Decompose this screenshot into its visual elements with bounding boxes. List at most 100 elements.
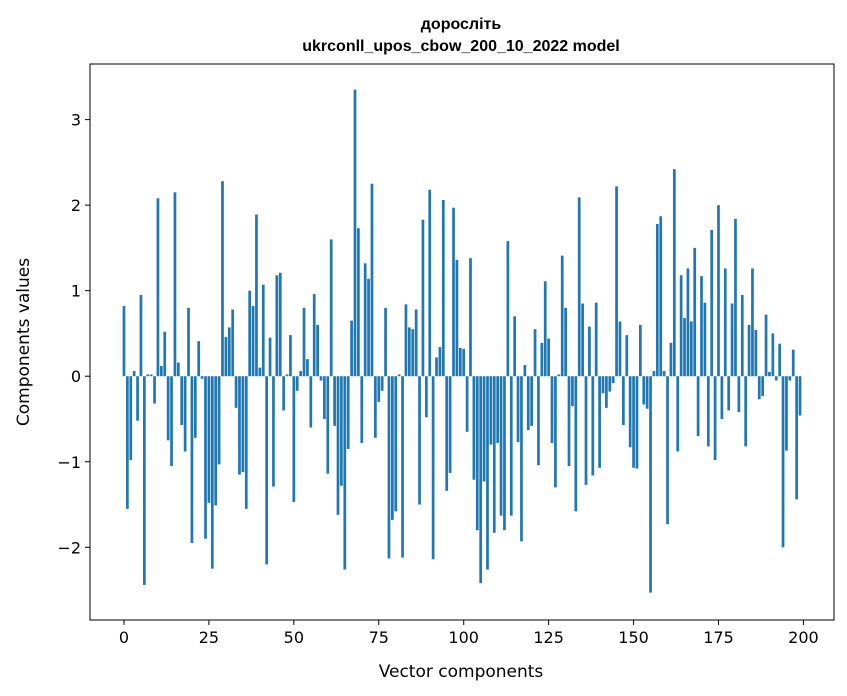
bar-90 — [428, 189, 432, 377]
bar-66 — [346, 376, 350, 449]
x-tick-label: 50 — [284, 628, 304, 647]
bar-198 — [795, 376, 798, 500]
bar-102 — [469, 258, 472, 377]
bar-48 — [285, 374, 289, 377]
bar-89 — [424, 376, 428, 418]
bar-72 — [367, 278, 370, 377]
plot-frame — [89, 63, 835, 621]
y-tick-label: 0 — [71, 367, 81, 386]
bar-107 — [486, 376, 489, 570]
bar-151 — [635, 376, 639, 469]
bar-156 — [652, 371, 656, 377]
bar-132 — [571, 376, 574, 407]
chart-title: доросліть — [421, 16, 502, 33]
bar-57 — [316, 324, 319, 377]
bar-62 — [333, 376, 336, 426]
bar-53 — [302, 307, 306, 377]
y-tick-label: −1 — [57, 453, 81, 472]
bar-141 — [601, 376, 605, 394]
bar-188 — [761, 376, 765, 396]
bar-21 — [193, 376, 197, 438]
bar-92 — [435, 357, 438, 377]
bar-157 — [655, 223, 659, 377]
bar-3 — [132, 371, 136, 377]
bar-168 — [693, 247, 697, 377]
bar-159 — [662, 371, 666, 377]
bar-1 — [126, 376, 129, 509]
bar-125 — [547, 338, 550, 377]
bar-108 — [489, 376, 493, 445]
bar-44 — [272, 376, 275, 487]
bar-80 — [394, 376, 398, 512]
bar-145 — [615, 186, 618, 377]
bar-139 — [594, 302, 598, 377]
bar-120 — [530, 376, 534, 426]
bar-32 — [231, 309, 235, 377]
bar-42 — [265, 376, 269, 565]
bar-79 — [390, 376, 394, 520]
bar-85 — [411, 329, 415, 377]
bar-59 — [323, 376, 326, 419]
bar-11 — [159, 365, 163, 377]
bar-181 — [737, 376, 741, 413]
bar-40 — [258, 367, 262, 377]
bar-74 — [374, 376, 377, 438]
bar-163 — [676, 376, 680, 452]
bar-10 — [156, 198, 160, 377]
bar-123 — [540, 342, 544, 377]
y-tick-label: 2 — [71, 196, 81, 215]
bar-124 — [543, 281, 547, 377]
bar-13 — [166, 376, 170, 441]
bar-84 — [407, 327, 411, 377]
bar-46 — [278, 272, 282, 377]
x-tick-label: 175 — [703, 628, 734, 647]
bar-197 — [791, 349, 795, 377]
bar-15 — [173, 192, 177, 377]
bar-149 — [628, 376, 632, 448]
bar-94 — [441, 200, 445, 377]
bar-155 — [649, 376, 652, 593]
x-tick-label: 100 — [448, 628, 479, 647]
bar-186 — [754, 330, 758, 377]
bar-95 — [445, 376, 449, 491]
bar-112 — [503, 376, 506, 531]
bar-9 — [153, 376, 156, 404]
bar-56 — [312, 294, 316, 377]
bar-51 — [295, 376, 299, 391]
bar-116 — [516, 376, 520, 443]
bar-121 — [533, 329, 537, 377]
bar-93 — [438, 347, 442, 377]
bar-130 — [564, 307, 567, 377]
bar-144 — [611, 376, 615, 384]
bar-105 — [479, 376, 483, 584]
bar-175 — [717, 205, 720, 377]
bar-99 — [458, 347, 462, 377]
bar-43 — [268, 337, 272, 377]
bar-129 — [560, 255, 564, 377]
y-tick-label: −2 — [57, 538, 81, 557]
bar-67 — [350, 320, 353, 377]
bar-103 — [472, 376, 476, 480]
bar-98 — [455, 259, 459, 377]
bar-6 — [142, 376, 146, 585]
bar-64 — [340, 376, 343, 486]
bar-33 — [234, 376, 238, 408]
bar-5 — [139, 294, 143, 377]
x-tick-label: 0 — [119, 628, 129, 647]
bar-176 — [720, 376, 724, 419]
bar-199 — [798, 376, 802, 416]
bar-183 — [744, 376, 748, 447]
bar-71 — [363, 263, 367, 377]
bar-18 — [183, 376, 187, 452]
bar-133 — [574, 376, 578, 512]
bar-178 — [727, 376, 731, 411]
bar-182 — [740, 294, 744, 377]
bar-68 — [353, 89, 357, 377]
y-tick-label: 1 — [71, 282, 81, 301]
bar-27 — [214, 376, 218, 506]
x-axis-label: Vector components — [379, 662, 544, 682]
bar-78 — [387, 376, 391, 559]
bar-2 — [129, 376, 133, 461]
bar-136 — [584, 376, 588, 485]
bar-37 — [248, 290, 252, 377]
